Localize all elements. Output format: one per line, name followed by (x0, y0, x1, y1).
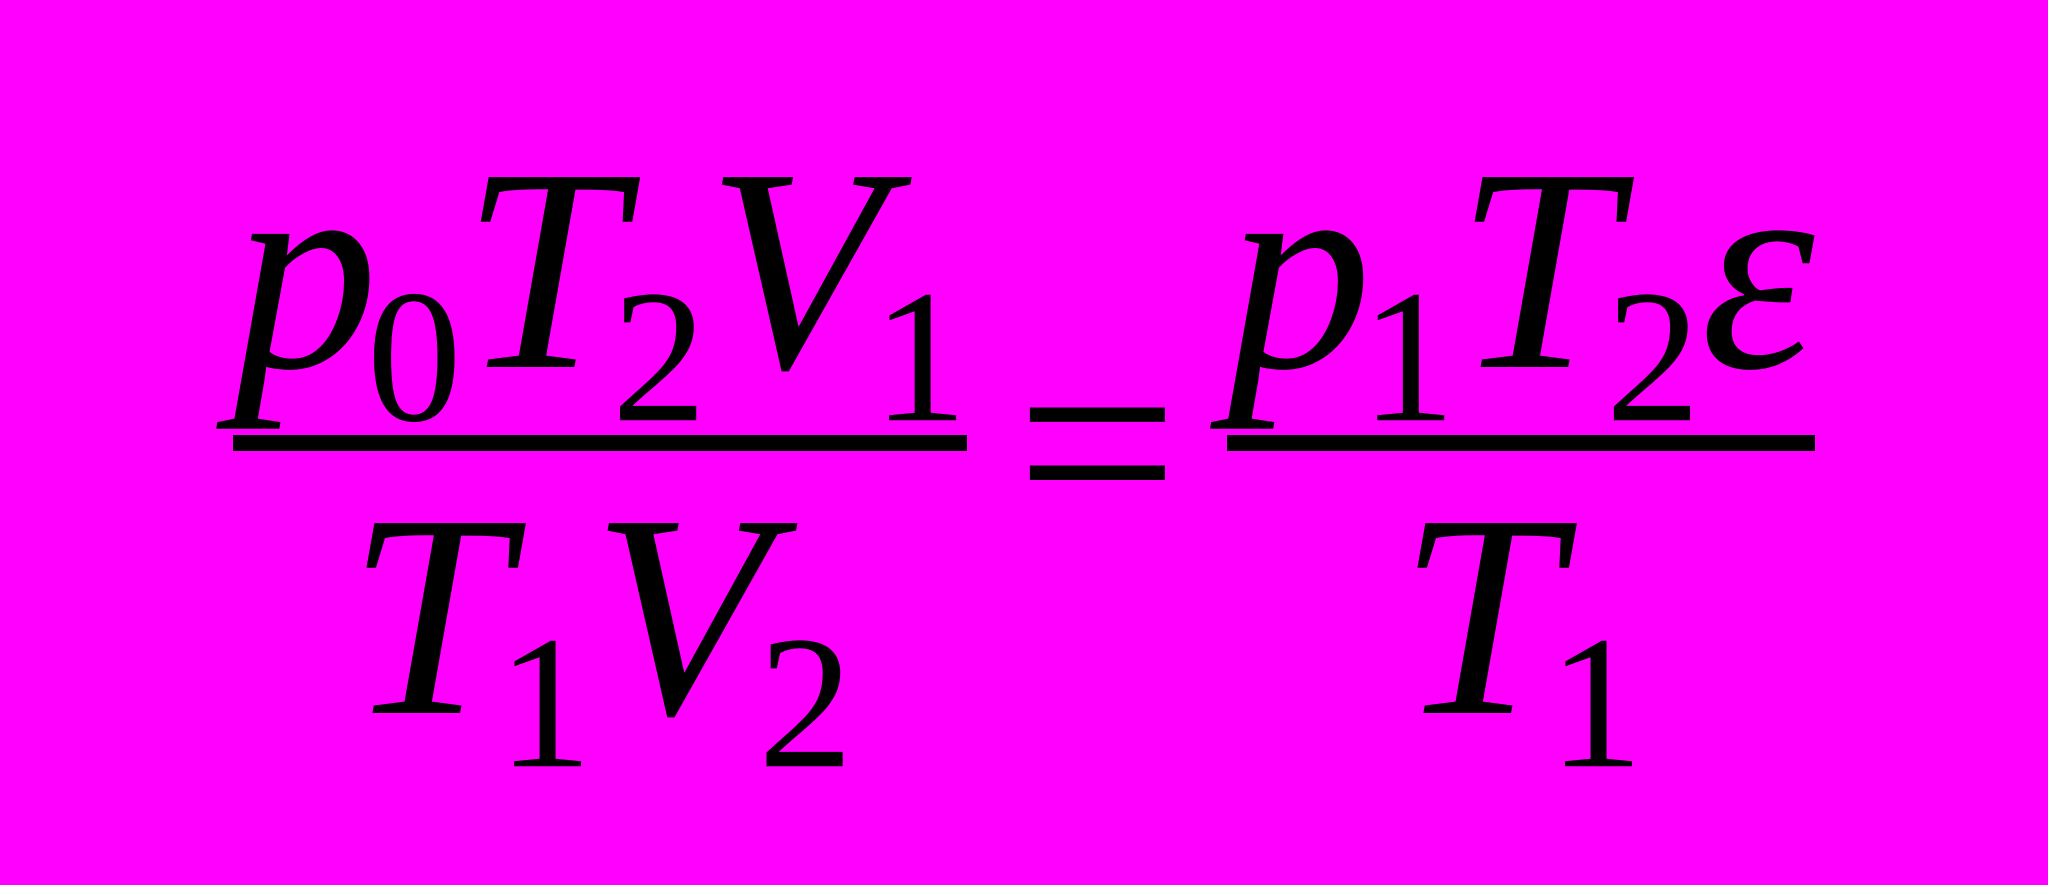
sub-1: 1 (872, 262, 967, 452)
right-fraction-bar (1227, 435, 1815, 451)
right-numerator: p1 T2 ε (1227, 125, 1815, 415)
right-fraction: p1 T2 ε T1 (1227, 125, 1815, 761)
sub-0: 0 (367, 262, 462, 452)
sub-1: 1 (497, 608, 592, 798)
left-fraction-bar (233, 435, 967, 451)
right-denominator: T1 (1398, 471, 1643, 761)
base-V: V (707, 125, 884, 415)
left-denominator: T1 V2 (347, 471, 853, 761)
base-epsilon: ε (1701, 125, 1815, 415)
base-p: p (233, 125, 378, 415)
left-fraction: p0 T2 V1 T1 V2 (233, 125, 967, 761)
base-T: T (462, 125, 623, 415)
term-epsilon: ε (1701, 125, 1815, 415)
term-T2: T2 (462, 125, 707, 415)
sub-1: 1 (1548, 608, 1643, 798)
base-T: T (347, 471, 508, 761)
sub-1: 1 (1361, 262, 1456, 452)
term-T2r: T2 (1456, 125, 1701, 415)
sub-2: 2 (612, 262, 707, 452)
term-V2: V2 (592, 471, 853, 761)
equals-sign: = (1015, 298, 1179, 588)
base-T: T (1398, 471, 1559, 761)
sub-2: 2 (1606, 262, 1701, 452)
term-V1: V1 (707, 125, 968, 415)
base-V: V (592, 471, 769, 761)
term-p0: p0 (233, 125, 462, 415)
base-T: T (1456, 125, 1617, 415)
equation: p0 T2 V1 T1 V2 = p1 T2 (233, 125, 1815, 761)
term-p1: p1 (1227, 125, 1456, 415)
base-p: p (1227, 125, 1372, 415)
term-T1r: T1 (1398, 471, 1643, 761)
left-numerator: p0 T2 V1 (233, 125, 967, 415)
sub-2: 2 (758, 608, 853, 798)
term-T1: T1 (347, 471, 592, 761)
